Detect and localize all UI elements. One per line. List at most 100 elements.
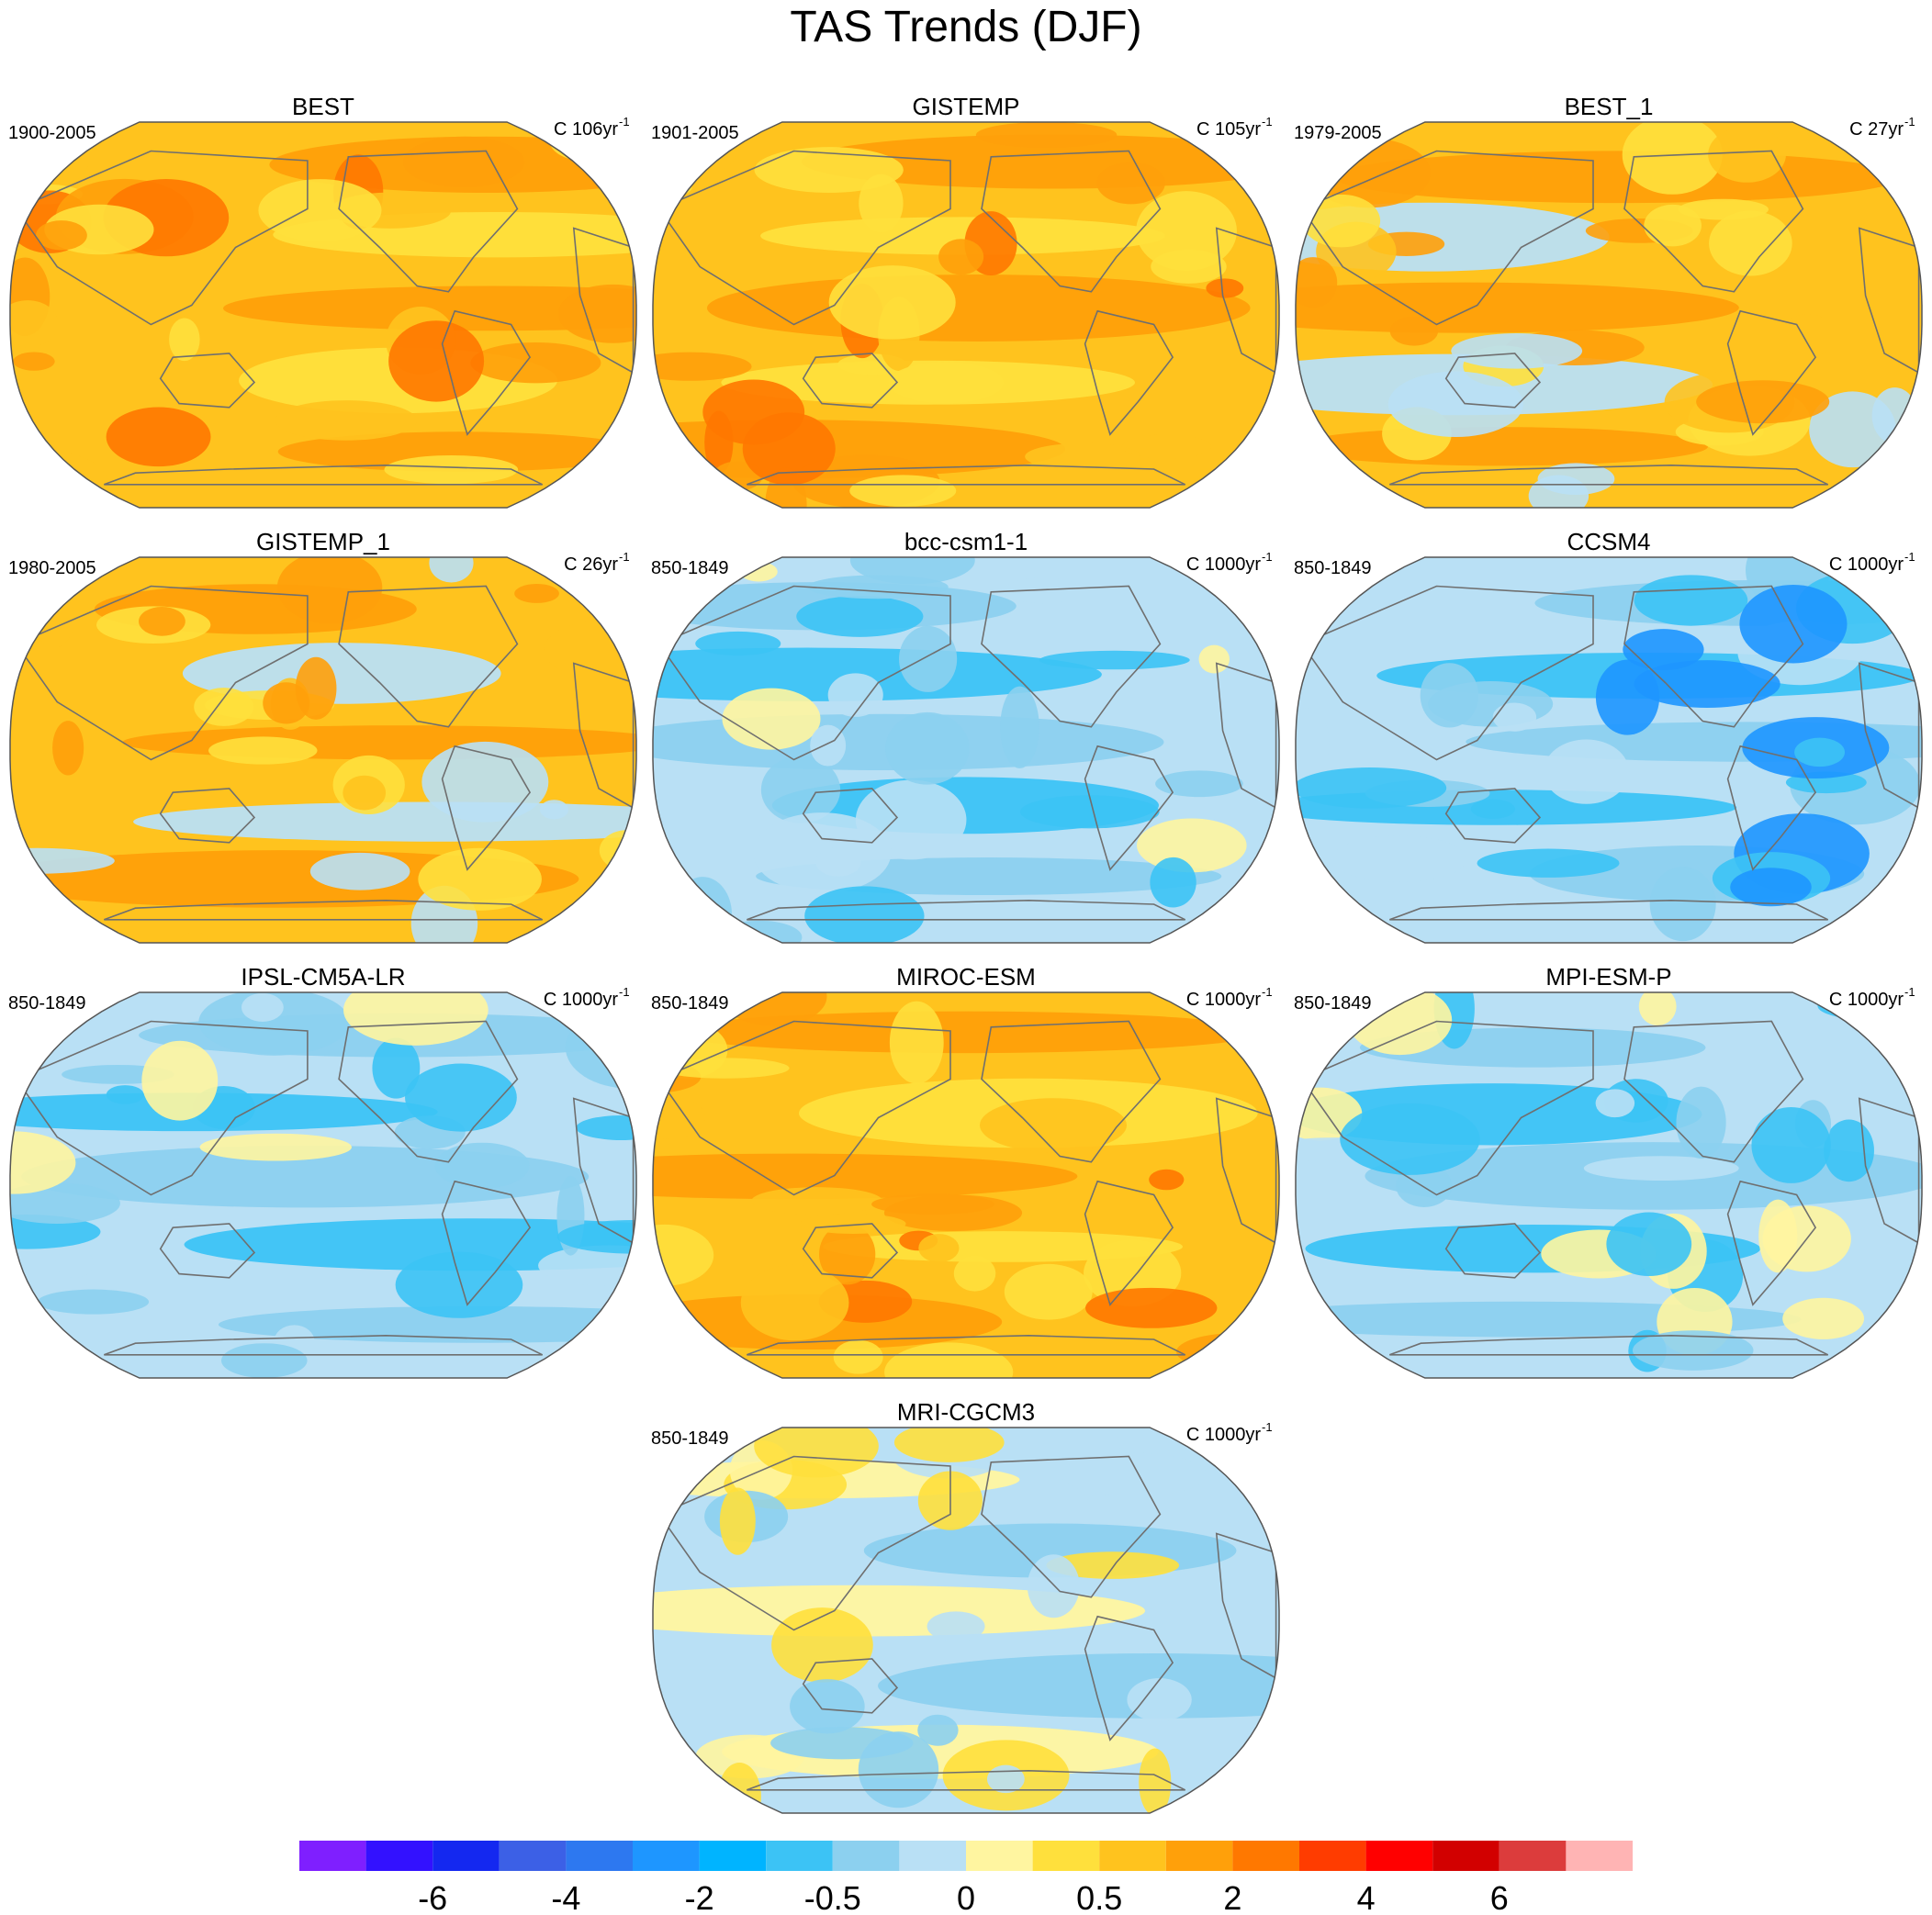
trend-field <box>653 122 1279 508</box>
colorbar-swatch <box>1365 1841 1433 1871</box>
landmass-outline <box>1389 899 1829 921</box>
colorbar-tick-label: 0 <box>957 1879 975 1915</box>
map-border <box>652 1427 1280 1814</box>
colorbar-swatch <box>432 1841 500 1871</box>
landmass-outline <box>572 227 635 375</box>
landmass-outline <box>1726 745 1817 871</box>
colorbar-swatch <box>1499 1841 1567 1871</box>
map-border <box>652 556 1280 944</box>
panel-period: 1979-2005 <box>1294 123 1382 143</box>
landmass-outline <box>1084 309 1174 436</box>
panel-period: 850-1849 <box>651 993 729 1013</box>
panel-units-exponent: -1 <box>619 115 630 129</box>
trend-field <box>10 557 636 943</box>
panel-title: GISTEMP_1 <box>256 528 390 555</box>
landmass-outline <box>1084 745 1174 871</box>
landmass-outline <box>441 745 532 871</box>
trend-field <box>1296 557 1922 943</box>
map-border <box>1295 121 1923 509</box>
colorbar-tick-label: -4 <box>551 1879 580 1915</box>
colorbar-swatch <box>566 1841 633 1871</box>
colorbar-swatch <box>1032 1841 1100 1871</box>
panel-period: 1980-2005 <box>8 558 96 578</box>
map-panel-best: BEST 1900-2005 C 106yr -1 <box>8 93 637 509</box>
coastlines <box>15 585 635 921</box>
coastlines <box>15 1020 635 1356</box>
panel-title: BEST <box>292 93 354 120</box>
panel-units: C 105yr <box>1196 119 1261 140</box>
panel-units: C 1000yr <box>1829 554 1904 575</box>
landmass-outline <box>1623 1020 1804 1163</box>
landmass-outline <box>657 150 951 326</box>
landmass-outline <box>802 1658 899 1714</box>
coastlines <box>1300 150 1920 486</box>
landmass-outline <box>1623 150 1804 293</box>
colorbar-swatch <box>1566 1841 1633 1871</box>
map-panel-best-1: BEST_1 1979-2005 C 27yr -1 <box>1294 93 1923 509</box>
landmass-outline <box>1444 788 1542 844</box>
landmass-outline <box>657 1020 951 1196</box>
landmass-outline <box>1444 353 1542 409</box>
landmass-outline <box>1215 662 1277 810</box>
panel-units-exponent: -1 <box>619 550 630 564</box>
panel-title: GISTEMP <box>912 93 1019 120</box>
panel-period: 850-1849 <box>651 558 729 578</box>
landmass-outline <box>1084 1180 1174 1306</box>
landmass-outline <box>15 150 309 326</box>
panel-units: C 27yr <box>1849 119 1904 140</box>
landmass-outline <box>1389 464 1829 486</box>
colorbar-swatch <box>633 1841 700 1871</box>
panel-period: 850-1849 <box>1294 558 1372 578</box>
panel-units: C 1000yr <box>1186 990 1261 1010</box>
trend-field <box>653 1428 1279 1813</box>
panel-units: C 26yr <box>564 554 618 575</box>
landmass-outline <box>1300 585 1594 761</box>
landmass-outline <box>1215 227 1277 375</box>
colorbar-tick-label: 2 <box>1223 1879 1241 1915</box>
landmass-outline <box>1215 1097 1277 1245</box>
landmass-outline <box>1726 309 1817 436</box>
colorbar-swatch <box>766 1841 833 1871</box>
colorbar-tick-label: 6 <box>1490 1879 1509 1915</box>
coastlines <box>657 1020 1277 1356</box>
panel-units-exponent: -1 <box>1904 550 1915 564</box>
colorbar-tick-label: -6 <box>418 1879 447 1915</box>
landmass-outline <box>104 464 544 486</box>
panel-units: C 1000yr <box>544 990 618 1010</box>
colorbar-tick-label: -0.5 <box>804 1879 861 1915</box>
trend-field <box>1296 122 1922 508</box>
colorbar-swatch <box>1299 1841 1366 1871</box>
panel-title: MPI-ESM-P <box>1545 963 1671 991</box>
colorbar-swatch <box>299 1841 366 1871</box>
colorbar: -6 -4 -2 -0.5 0 0.5 2 4 6 <box>299 1841 1633 1915</box>
map-panel-gistemp-1: GISTEMP_1 1980-2005 C 26yr -1 <box>8 528 637 944</box>
landmass-outline <box>1300 150 1594 326</box>
colorbar-swatch <box>1232 1841 1299 1871</box>
panel-units: C 1000yr <box>1186 554 1261 575</box>
panel-units-exponent: -1 <box>619 985 630 999</box>
landmass-outline <box>1858 227 1920 375</box>
landmass-outline <box>159 1223 256 1279</box>
landmass-outline <box>981 1455 1162 1598</box>
coastlines <box>1300 1020 1920 1356</box>
colorbar-swatch <box>365 1841 433 1871</box>
landmass-outline <box>15 585 309 761</box>
trend-field <box>10 992 636 1378</box>
landmass-outline <box>657 585 951 761</box>
panel-title: IPSL-CM5A-LR <box>241 963 405 991</box>
panel-units-exponent: -1 <box>1904 115 1915 129</box>
landmass-outline <box>441 309 532 436</box>
panel-period: 1901-2005 <box>651 123 739 143</box>
panel-title: CCSM4 <box>1567 528 1650 555</box>
coastlines <box>657 585 1277 921</box>
landmass-outline <box>657 1455 951 1631</box>
landmass-outline <box>338 150 519 293</box>
landmass-outline <box>1444 1223 1542 1279</box>
landmass-outline <box>572 1097 635 1245</box>
colorbar-swatch <box>832 1841 900 1871</box>
panel-period: 850-1849 <box>8 993 86 1013</box>
map-panel-ipsl-cm5a-lr: IPSL-CM5A-LR 850-1849 C 1000yr -1 <box>8 963 637 1379</box>
map-border <box>652 991 1280 1379</box>
landmass-outline <box>747 899 1186 921</box>
landmass-outline <box>747 1769 1186 1791</box>
